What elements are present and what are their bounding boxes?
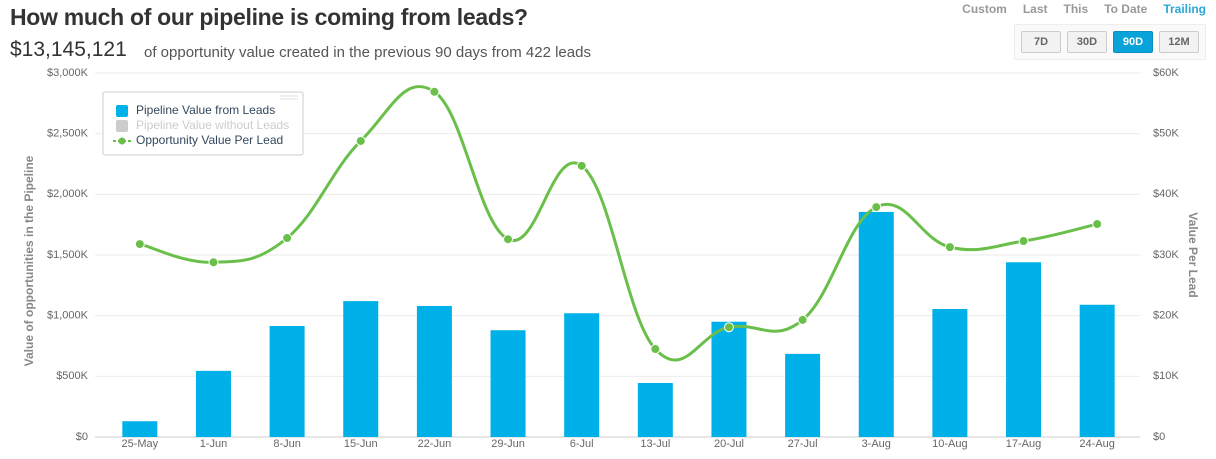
line <box>139 85 1098 362</box>
y-tick-label: $3,000K <box>47 67 89 79</box>
x-tick-label: 13-Jul <box>640 438 670 450</box>
y2-tick-label: $0 <box>1153 431 1165 443</box>
y-axis-title: Value of opportunities in the Pipeline <box>22 155 36 366</box>
legend-label: Pipeline Value without Leads <box>136 118 289 132</box>
bar <box>1079 304 1115 437</box>
legend-label: Opportunity Value Per Lead <box>136 133 283 147</box>
line-point <box>723 322 734 333</box>
y2-axis-title: Value Per Lead <box>1186 212 1200 297</box>
bar <box>195 370 231 437</box>
mode-tab[interactable]: To Date <box>1104 2 1148 16</box>
x-tick-label: 27-Jul <box>788 438 818 450</box>
line-point <box>871 202 882 213</box>
range-button[interactable]: 90D <box>1113 31 1153 53</box>
x-tick-label: 6-Jul <box>570 438 594 450</box>
page-title: How much of our pipeline is coming from … <box>10 4 528 30</box>
description: of opportunity value created in the prev… <box>144 44 591 61</box>
line-point <box>429 86 440 97</box>
y2-tick-label: $30K <box>1153 249 1179 261</box>
line-point <box>282 233 293 244</box>
line-point <box>355 135 366 146</box>
legend-swatch <box>116 120 128 132</box>
x-tick-label: 20-Jul <box>714 438 744 450</box>
line-point <box>576 160 587 171</box>
bar <box>711 321 747 437</box>
total-amount: $13,145,121 <box>10 38 127 61</box>
legend-box <box>102 91 304 156</box>
mode-tab[interactable]: This <box>1063 2 1089 16</box>
x-tick-label: 3-Aug <box>862 438 891 450</box>
y-tick-label: $2,000K <box>47 188 89 200</box>
y2-tick-label: $10K <box>1153 370 1179 382</box>
bar <box>1006 262 1042 437</box>
y-tick-label: $0 <box>76 431 88 443</box>
legend-marker <box>118 137 126 145</box>
bar <box>269 325 305 437</box>
line-point <box>503 234 514 245</box>
y2-tick-label: $50K <box>1153 128 1179 140</box>
x-tick-label: 24-Aug <box>1079 438 1114 450</box>
line-point <box>797 314 808 325</box>
line-point <box>650 344 661 355</box>
y2-tick-label: $20K <box>1153 310 1179 322</box>
x-tick-label: 1-Jun <box>200 438 228 450</box>
y-tick-label: $1,500K <box>47 249 89 261</box>
legend-handle <box>280 95 298 100</box>
x-tick-label: 25-May <box>121 438 158 450</box>
x-tick-label: 8-Jun <box>273 438 301 450</box>
legend-swatch <box>116 105 128 117</box>
bar <box>564 313 600 437</box>
range-buttons: 7D 30D 90D 12M <box>1014 24 1206 60</box>
range-button[interactable]: 7D <box>1021 31 1061 53</box>
bar <box>932 308 968 437</box>
bar <box>416 305 452 437</box>
line-point <box>944 242 955 253</box>
x-tick-label: 15-Jun <box>344 438 378 450</box>
x-tick-label: 17-Aug <box>1006 438 1041 450</box>
bar <box>122 421 158 437</box>
bar <box>343 301 379 437</box>
bar <box>785 353 821 437</box>
mode-tab[interactable]: Last <box>1022 2 1048 16</box>
mode-tab[interactable]: Trailing <box>1163 2 1206 16</box>
range-button[interactable]: 30D <box>1067 31 1107 53</box>
line-point <box>1092 219 1103 230</box>
y-tick-label: $2,500K <box>47 128 89 140</box>
line-point <box>134 239 145 250</box>
y2-tick-label: $60K <box>1153 67 1179 79</box>
mode-tab[interactable]: Custom <box>962 2 1007 16</box>
range-button[interactable]: 12M <box>1159 31 1199 53</box>
line-point <box>1018 236 1029 247</box>
legend-label: Pipeline Value from Leads <box>136 103 275 117</box>
bar <box>637 383 673 437</box>
x-tick-label: 29-Jun <box>491 438 525 450</box>
y-tick-label: $1,000K <box>47 310 89 322</box>
line-point <box>208 257 219 268</box>
y2-tick-label: $40K <box>1153 188 1179 200</box>
mode-tabs: Custom Last This To Date Trailing <box>962 2 1206 16</box>
y-tick-label: $500K <box>56 370 88 382</box>
bar <box>858 211 894 437</box>
x-tick-label: 10-Aug <box>932 438 967 450</box>
bar <box>490 330 526 437</box>
x-tick-label: 22-Jun <box>418 438 452 450</box>
